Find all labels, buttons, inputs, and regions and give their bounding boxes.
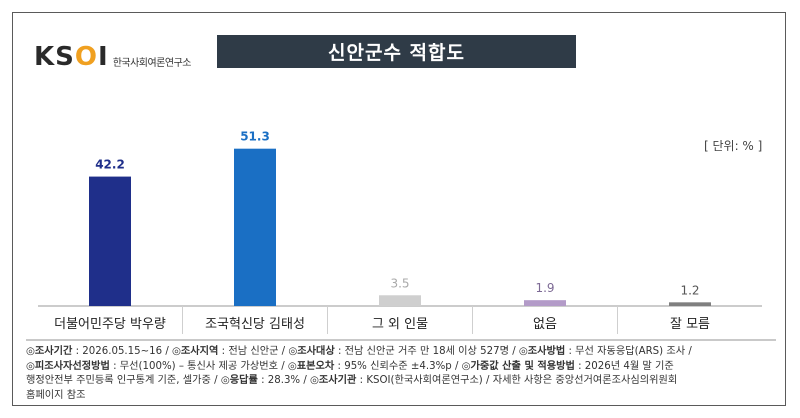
value-label: 1.2 — [680, 283, 699, 297]
bar — [669, 302, 711, 306]
footnote-line-3: 행정안전부 주민등록 인구통계 기준, 셀가중 / ◎응답률 : 28.3% /… — [26, 375, 678, 386]
category-label: 더불어민주당 박우량 — [54, 317, 166, 332]
footnote-line-2: ◎피조사자선정방법 : 무선(100%) – 통신사 제공 가상번호 / ◎표본… — [26, 360, 674, 372]
category-label: 조국혁신당 김태성 — [205, 317, 305, 332]
footnote-line-4: 홈페이지 참조 — [26, 389, 86, 401]
logo-subtitle: 한국사회여론연구소 — [112, 57, 192, 69]
bar — [379, 295, 421, 306]
survey-footnote: ◎조사기간 : 2026.05.15~16 / ◎조사지역 : 전남 신안군 /… — [26, 339, 776, 403]
category-label: 그 외 인물 — [372, 317, 428, 332]
bar — [234, 148, 276, 306]
ksoi-logo: KSOI 한국사회여론연구소 — [34, 42, 192, 72]
logo-mark: KSOI — [34, 42, 109, 72]
value-label: 51.3 — [240, 130, 270, 144]
bar — [524, 300, 566, 306]
value-label: 3.5 — [390, 276, 409, 290]
bar — [89, 176, 131, 306]
category-label: 잘 모름 — [670, 317, 710, 332]
footnote-line-1: ◎조사기간 : 2026.05.15~16 / ◎조사지역 : 전남 신안군 /… — [26, 346, 692, 357]
category-label: 없음 — [533, 317, 557, 332]
value-label: 42.2 — [95, 158, 125, 172]
chart-title: 신안군수 적합도 — [217, 35, 576, 68]
unit-label: [ 단위: % ] — [704, 139, 763, 153]
value-label: 1.9 — [535, 281, 554, 295]
